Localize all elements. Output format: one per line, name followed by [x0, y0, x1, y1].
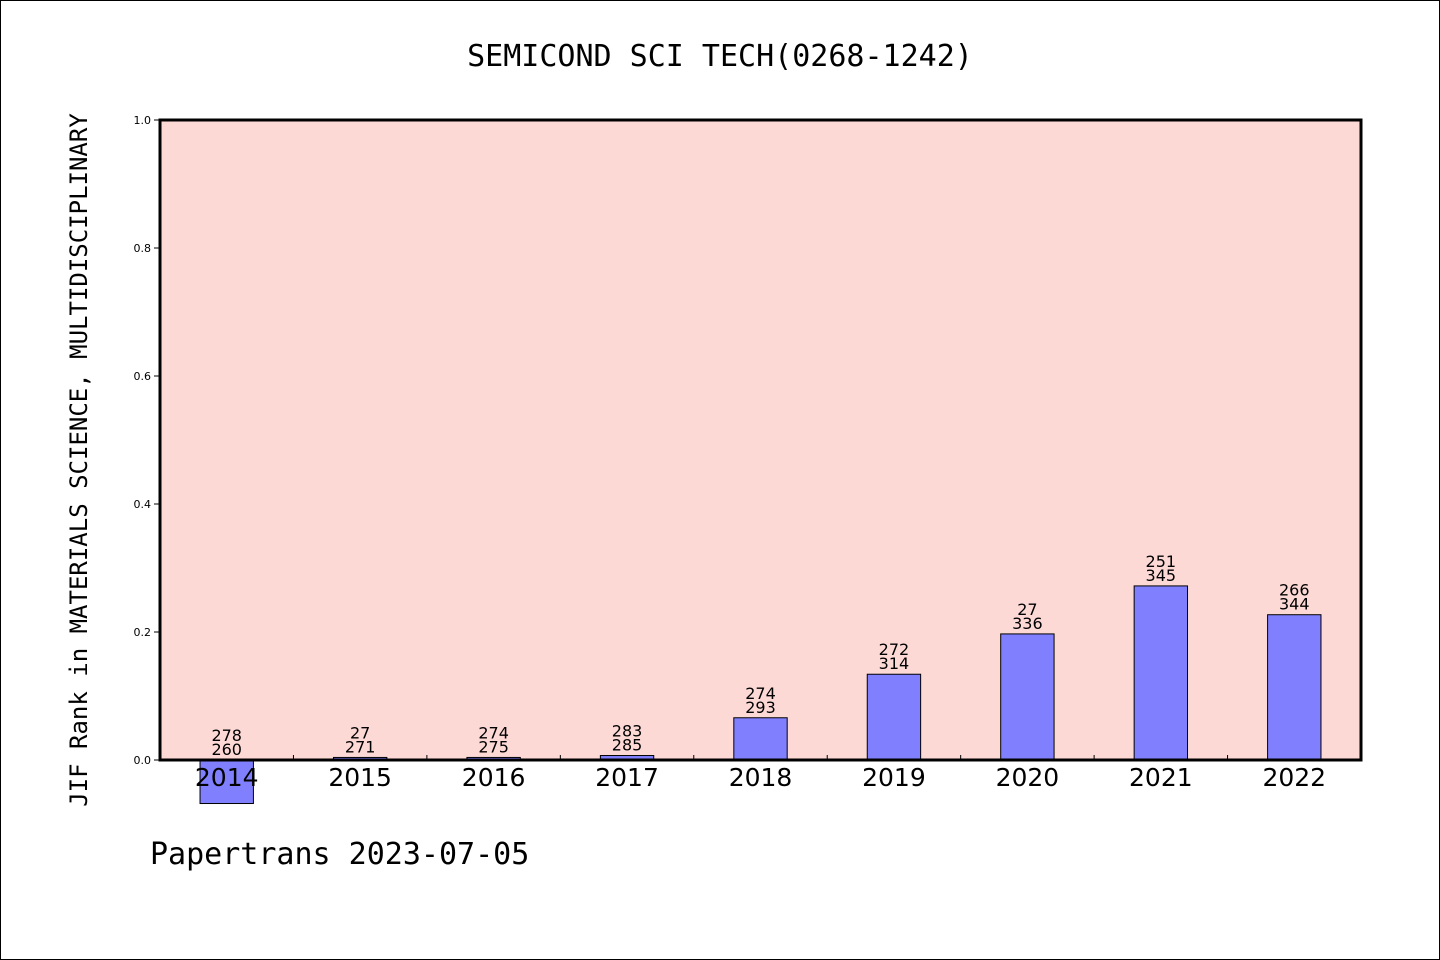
bar-label-bottom: 345 [1146, 566, 1177, 585]
bar-2020 [1000, 633, 1055, 761]
y-tick-label: 1.0 [134, 114, 152, 127]
bar-2019 [866, 673, 922, 761]
y-axis-ticks: 0.0 0.2 0.4 0.6 0.8 1.0 [134, 114, 160, 767]
bar-label-bottom: 260 [211, 740, 242, 759]
x-tick-label: 2017 [595, 763, 659, 792]
y-tick-label: 0.0 [134, 754, 152, 767]
x-tick-label: 2016 [462, 763, 526, 792]
bar-label-top: 27 [350, 723, 370, 742]
bar-label-bottom: 271 [345, 737, 376, 756]
y-tick-label: 0.2 [134, 626, 152, 639]
bar-label-bottom: 314 [879, 654, 910, 673]
bar-label-top: 274 [478, 723, 509, 742]
x-axis-ticks: 2014 2015 2016 2017 2018 2019 2020 2021 2022 [195, 755, 1326, 792]
y-axis-label: JIF Rank in MATERIALS SCIENCE, MULTIDISC… [65, 113, 93, 807]
bar-label-bottom: 293 [745, 698, 776, 717]
x-tick-label: 2019 [862, 763, 926, 792]
x-tick-label: 2015 [328, 763, 392, 792]
bar-2018 [733, 717, 788, 761]
bar-label-top: 27 [1017, 600, 1037, 619]
x-tick-label: 2021 [1129, 763, 1193, 792]
bar-label-top: 251 [1146, 552, 1177, 571]
bar-label-top: 266 [1279, 581, 1310, 600]
x-tick-label: 2018 [729, 763, 793, 792]
y-tick-label: 0.6 [134, 370, 152, 383]
y-tick-label: 0.4 [134, 498, 152, 511]
bars-group [199, 585, 1322, 805]
bar-label-bottom: 344 [1279, 595, 1310, 614]
bar-label-top: 278 [211, 726, 242, 745]
bar-label-bottom: 336 [1012, 614, 1043, 633]
x-tick-label: 2020 [996, 763, 1060, 792]
bar-label-bottom: 285 [612, 736, 643, 755]
bar-2021 [1133, 585, 1189, 761]
bar-2022 [1267, 614, 1322, 761]
x-tick-label: 2014 [195, 763, 259, 792]
y-tick-label: 0.8 [134, 242, 152, 255]
plot-border [158, 118, 1363, 762]
bar-label-top: 283 [612, 722, 643, 741]
bar-label-top: 274 [745, 684, 776, 703]
x-tick-label: 2022 [1262, 763, 1326, 792]
chart-title: SEMICOND SCI TECH(0268-1242) [467, 39, 973, 74]
bar-label-top: 272 [879, 640, 910, 659]
bar-label-bottom: 275 [478, 737, 509, 756]
footer-credit: Papertrans 2023-07-05 [150, 837, 529, 872]
bar-labels-group: 2602782712727527428528329327431427233627… [211, 552, 1309, 759]
